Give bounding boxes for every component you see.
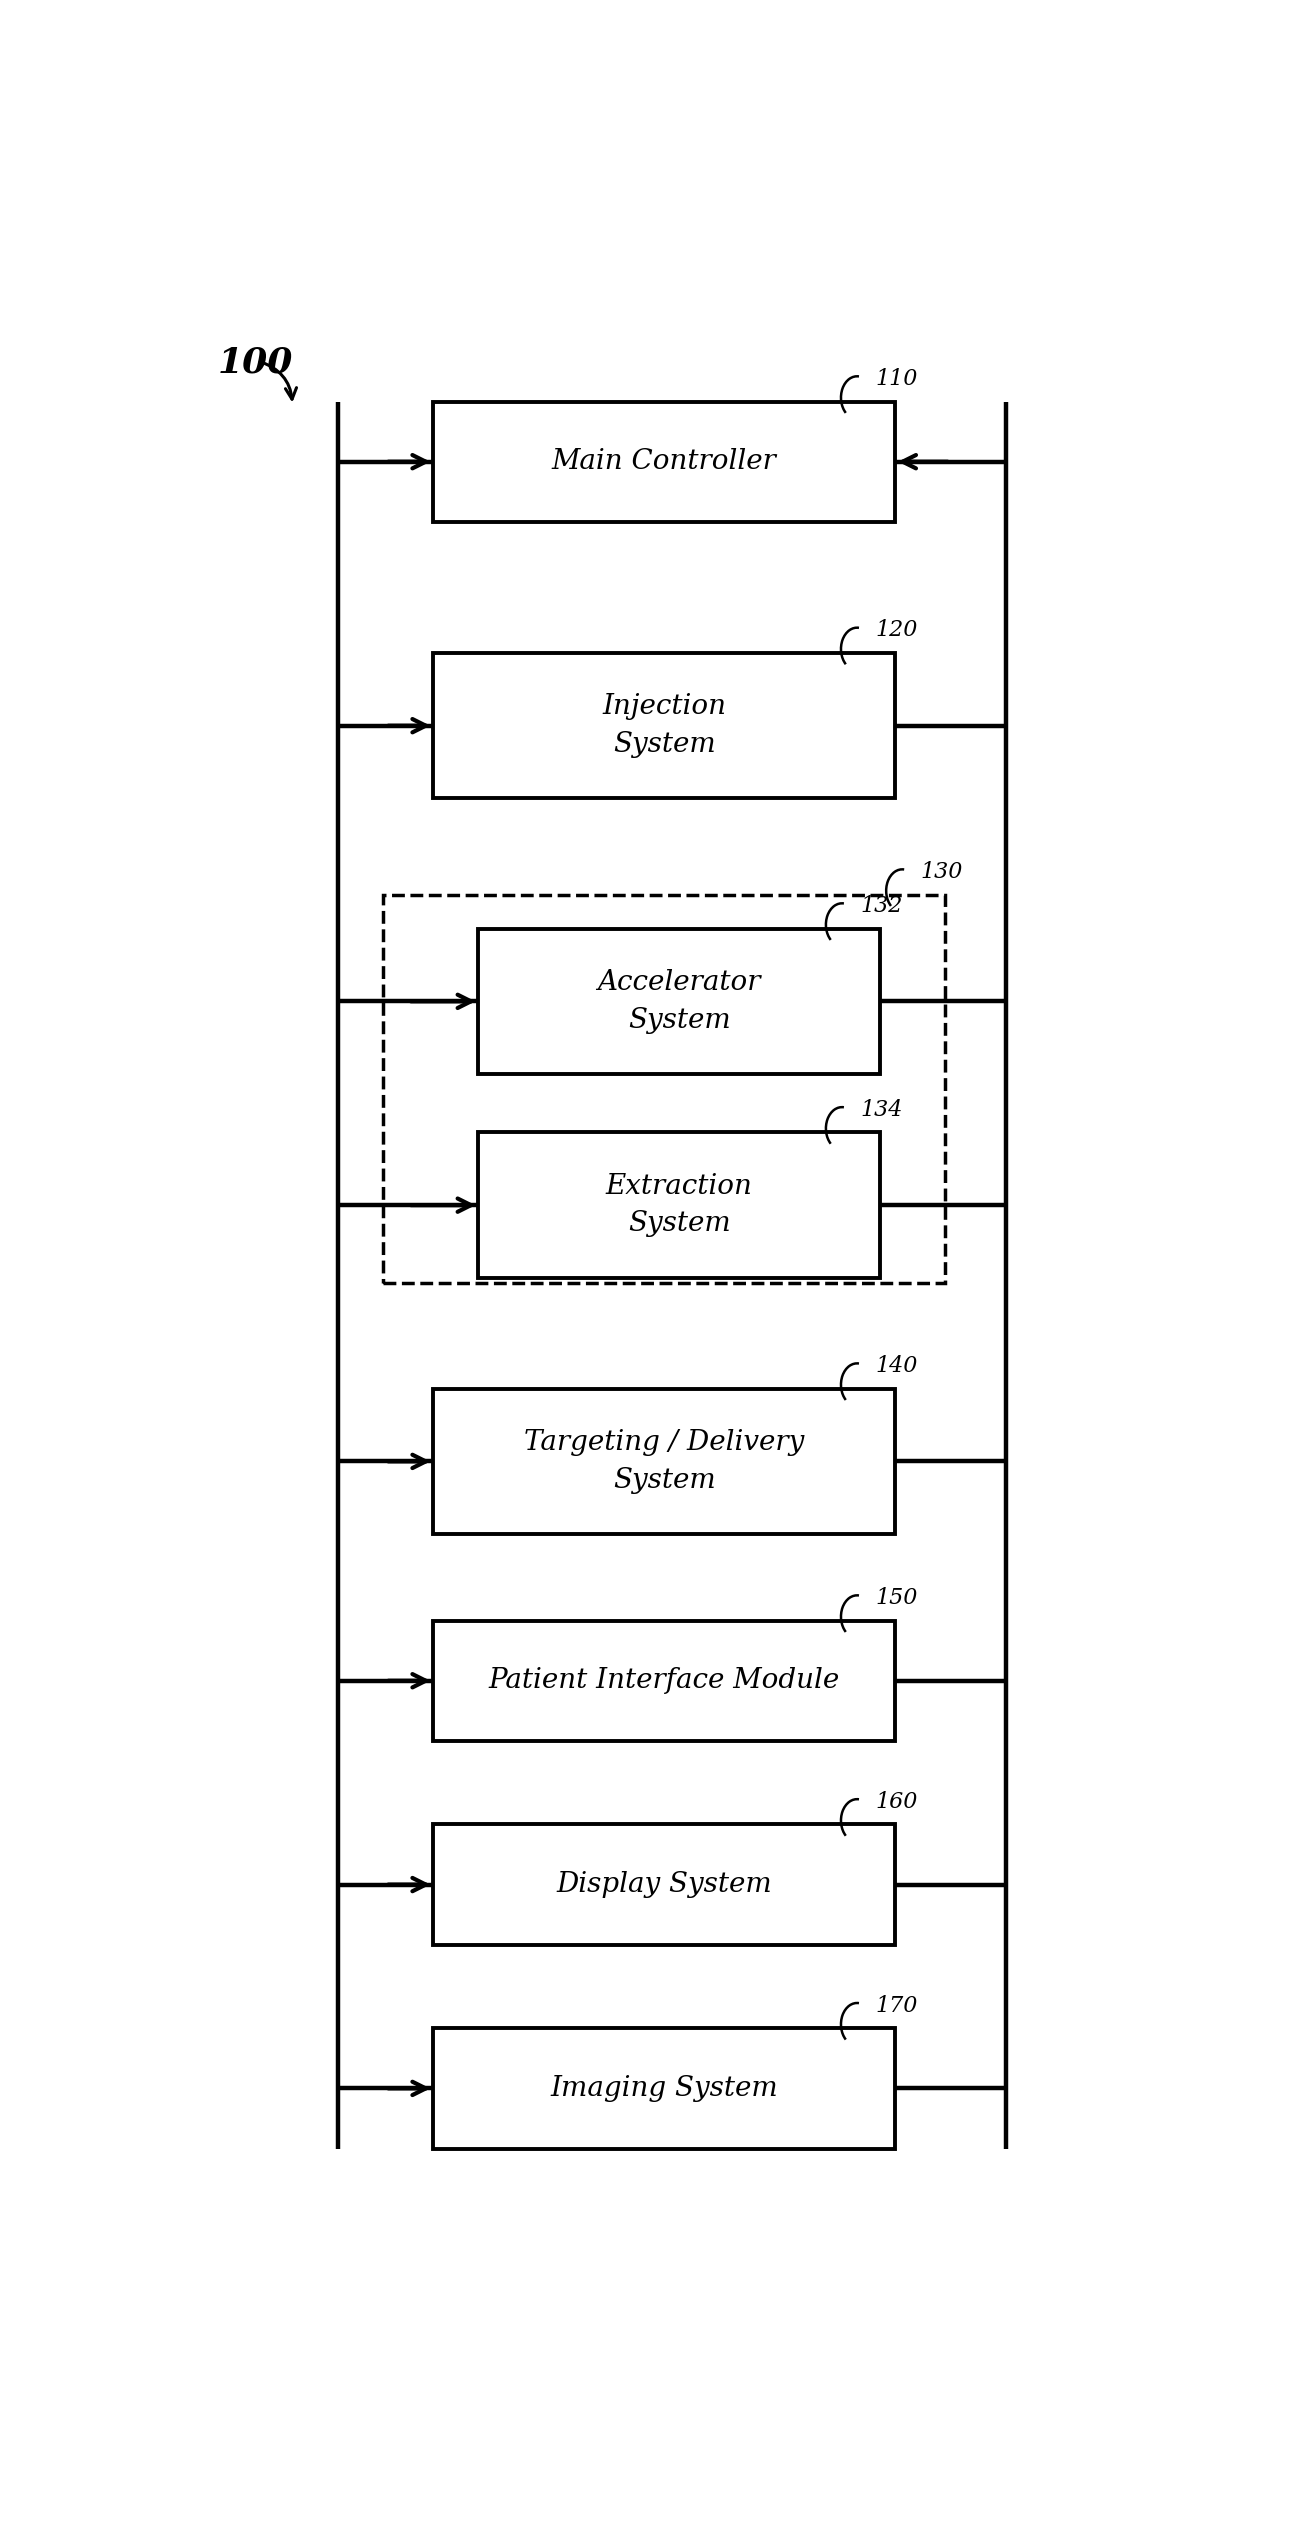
Text: Extraction
System: Extraction System — [605, 1172, 753, 1238]
Text: Imaging System: Imaging System — [551, 2075, 778, 2103]
Text: 132: 132 — [861, 895, 902, 918]
Text: 110: 110 — [875, 368, 918, 391]
Bar — [433, 401, 896, 522]
Bar — [478, 928, 880, 1074]
Text: 120: 120 — [875, 620, 918, 640]
Text: Injection
System: Injection System — [603, 693, 726, 759]
Bar — [433, 653, 896, 799]
Bar — [433, 1825, 896, 1944]
Text: Main Controller: Main Controller — [552, 449, 776, 474]
Text: 134: 134 — [861, 1099, 902, 1122]
Text: 130: 130 — [920, 862, 963, 882]
Text: Targeting / Delivery
System: Targeting / Delivery System — [524, 1429, 805, 1492]
Text: 100: 100 — [218, 345, 293, 378]
Text: Accelerator
System: Accelerator System — [597, 968, 761, 1034]
Text: 160: 160 — [875, 1790, 918, 1813]
Text: 170: 170 — [875, 1994, 918, 2017]
Bar — [478, 1132, 880, 1278]
Text: Patient Interface Module: Patient Interface Module — [489, 1666, 840, 1694]
Bar — [433, 1389, 896, 1535]
Text: Display System: Display System — [556, 1871, 772, 1898]
Text: 150: 150 — [875, 1586, 918, 1608]
Bar — [433, 1621, 896, 1742]
Text: 140: 140 — [875, 1354, 918, 1376]
Bar — [382, 895, 945, 1283]
Bar — [433, 2029, 896, 2148]
